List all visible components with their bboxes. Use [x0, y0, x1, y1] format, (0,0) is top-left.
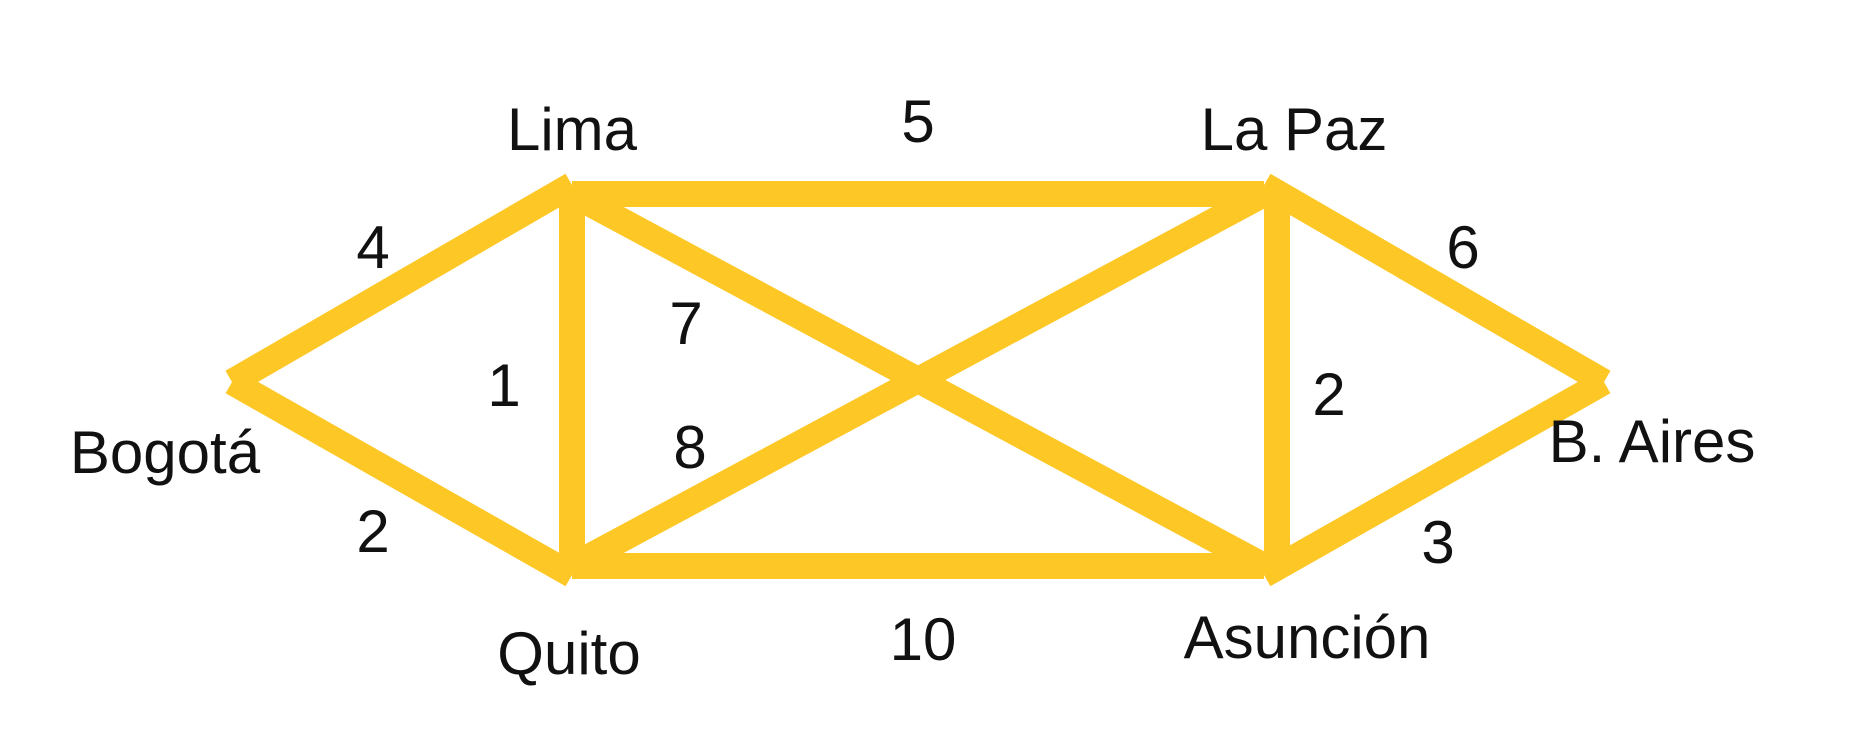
- node-label-quito: Quito: [497, 620, 640, 687]
- edge-bogota-lima: [225, 173, 579, 394]
- weight-label-lima-quito: 1: [487, 352, 520, 419]
- weight-label-la-paz-asuncion: 2: [1312, 361, 1345, 428]
- edge-quito-la-paz: [565, 182, 1271, 578]
- weight-label-quito-la-paz: 8: [673, 414, 706, 481]
- node-label-bogota: Bogotá: [70, 419, 261, 486]
- weight-label-quito-asuncion: 10: [890, 606, 957, 673]
- weight-label-bogota-quito: 2: [356, 498, 389, 565]
- node-label-asuncion: Asunción: [1184, 604, 1431, 671]
- weight-label-lima-asuncion: 7: [669, 290, 702, 357]
- weight-label-bogota-lima: 4: [356, 214, 389, 281]
- edges-layer: [225, 173, 1611, 587]
- edge-la-paz-b-aires: [1257, 173, 1611, 394]
- node-label-la-paz: La Paz: [1201, 96, 1388, 163]
- node-label-b-aires: B. Aires: [1549, 408, 1756, 475]
- weight-label-lima-la-paz: 5: [901, 88, 934, 155]
- weight-label-la-paz-b-aires: 6: [1446, 214, 1479, 281]
- edge-bogota-quito: [225, 370, 579, 587]
- weights-layer: 4 2 1 5 7 8 10 2 6 3: [356, 88, 1479, 673]
- nodes-layer: Lima La Paz Bogotá B. Aires Quito Asunci…: [70, 96, 1755, 687]
- edge-asuncion-b-aires: [1257, 370, 1611, 587]
- weight-label-asuncion-b-aires: 3: [1421, 509, 1454, 576]
- node-label-lima: Lima: [507, 96, 638, 163]
